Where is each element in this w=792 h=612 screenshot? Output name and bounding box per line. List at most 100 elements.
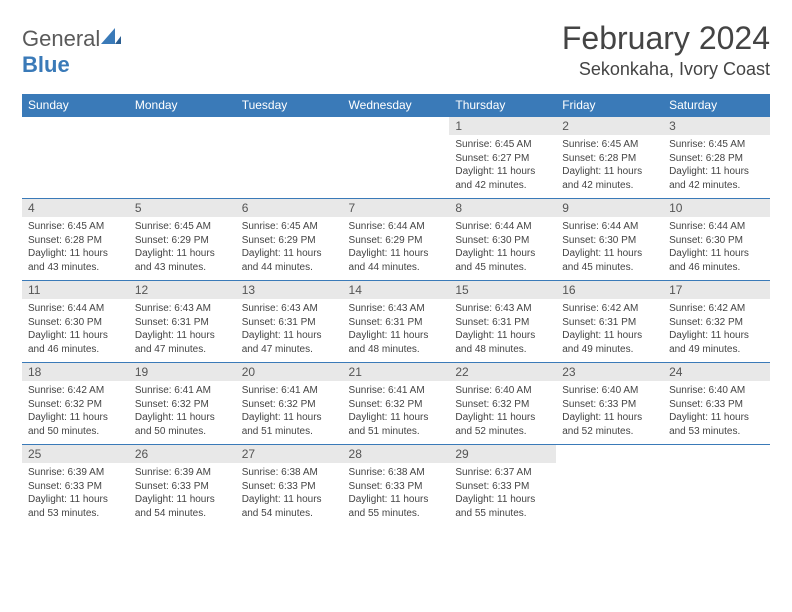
- col-header: Monday: [129, 94, 236, 117]
- day-number: 15: [449, 281, 556, 299]
- calendar-cell: [129, 117, 236, 199]
- day-number: 22: [449, 363, 556, 381]
- day-body: Sunrise: 6:45 AMSunset: 6:28 PMDaylight:…: [663, 135, 770, 196]
- day-body: Sunrise: 6:44 AMSunset: 6:30 PMDaylight:…: [663, 217, 770, 278]
- day-number: 16: [556, 281, 663, 299]
- header: General Blue February 2024 Sekonkaha, Iv…: [22, 20, 770, 80]
- calendar-cell: [556, 445, 663, 527]
- day-number: 17: [663, 281, 770, 299]
- day-number: 18: [22, 363, 129, 381]
- calendar-cell: 7Sunrise: 6:44 AMSunset: 6:29 PMDaylight…: [343, 199, 450, 281]
- calendar-table: SundayMondayTuesdayWednesdayThursdayFrid…: [22, 94, 770, 527]
- logo: General Blue: [22, 20, 121, 78]
- calendar-cell: 22Sunrise: 6:40 AMSunset: 6:32 PMDayligh…: [449, 363, 556, 445]
- day-number: 20: [236, 363, 343, 381]
- day-body: Sunrise: 6:45 AMSunset: 6:29 PMDaylight:…: [129, 217, 236, 278]
- calendar-week: 1Sunrise: 6:45 AMSunset: 6:27 PMDaylight…: [22, 117, 770, 199]
- day-number: 19: [129, 363, 236, 381]
- calendar-cell: 27Sunrise: 6:38 AMSunset: 6:33 PMDayligh…: [236, 445, 343, 527]
- month-title: February 2024: [562, 20, 770, 57]
- day-number: 6: [236, 199, 343, 217]
- day-body: Sunrise: 6:41 AMSunset: 6:32 PMDaylight:…: [343, 381, 450, 442]
- day-body: Sunrise: 6:38 AMSunset: 6:33 PMDaylight:…: [343, 463, 450, 524]
- calendar-head: SundayMondayTuesdayWednesdayThursdayFrid…: [22, 94, 770, 117]
- calendar-cell: 26Sunrise: 6:39 AMSunset: 6:33 PMDayligh…: [129, 445, 236, 527]
- calendar-cell: 10Sunrise: 6:44 AMSunset: 6:30 PMDayligh…: [663, 199, 770, 281]
- logo-sail-icon: [101, 26, 121, 44]
- calendar-cell: 20Sunrise: 6:41 AMSunset: 6:32 PMDayligh…: [236, 363, 343, 445]
- calendar-cell: 6Sunrise: 6:45 AMSunset: 6:29 PMDaylight…: [236, 199, 343, 281]
- day-body: Sunrise: 6:38 AMSunset: 6:33 PMDaylight:…: [236, 463, 343, 524]
- location: Sekonkaha, Ivory Coast: [562, 59, 770, 80]
- calendar-cell: [663, 445, 770, 527]
- day-body: Sunrise: 6:45 AMSunset: 6:28 PMDaylight:…: [556, 135, 663, 196]
- calendar-body: 1Sunrise: 6:45 AMSunset: 6:27 PMDaylight…: [22, 117, 770, 527]
- col-header: Thursday: [449, 94, 556, 117]
- day-number: 21: [343, 363, 450, 381]
- day-number: 5: [129, 199, 236, 217]
- day-number: 9: [556, 199, 663, 217]
- day-body: Sunrise: 6:43 AMSunset: 6:31 PMDaylight:…: [236, 299, 343, 360]
- day-body: Sunrise: 6:40 AMSunset: 6:33 PMDaylight:…: [556, 381, 663, 442]
- calendar-cell: 21Sunrise: 6:41 AMSunset: 6:32 PMDayligh…: [343, 363, 450, 445]
- day-number: 11: [22, 281, 129, 299]
- calendar-cell: 5Sunrise: 6:45 AMSunset: 6:29 PMDaylight…: [129, 199, 236, 281]
- calendar-week: 11Sunrise: 6:44 AMSunset: 6:30 PMDayligh…: [22, 281, 770, 363]
- title-block: February 2024 Sekonkaha, Ivory Coast: [562, 20, 770, 80]
- day-number: 28: [343, 445, 450, 463]
- calendar-cell: 11Sunrise: 6:44 AMSunset: 6:30 PMDayligh…: [22, 281, 129, 363]
- col-header: Wednesday: [343, 94, 450, 117]
- day-body: Sunrise: 6:45 AMSunset: 6:28 PMDaylight:…: [22, 217, 129, 278]
- calendar-cell: 29Sunrise: 6:37 AMSunset: 6:33 PMDayligh…: [449, 445, 556, 527]
- day-body: Sunrise: 6:42 AMSunset: 6:32 PMDaylight:…: [22, 381, 129, 442]
- calendar-cell: [236, 117, 343, 199]
- calendar-cell: 24Sunrise: 6:40 AMSunset: 6:33 PMDayligh…: [663, 363, 770, 445]
- calendar-cell: 9Sunrise: 6:44 AMSunset: 6:30 PMDaylight…: [556, 199, 663, 281]
- calendar-cell: 13Sunrise: 6:43 AMSunset: 6:31 PMDayligh…: [236, 281, 343, 363]
- col-header: Friday: [556, 94, 663, 117]
- day-body: Sunrise: 6:43 AMSunset: 6:31 PMDaylight:…: [129, 299, 236, 360]
- calendar-cell: 19Sunrise: 6:41 AMSunset: 6:32 PMDayligh…: [129, 363, 236, 445]
- day-body: Sunrise: 6:44 AMSunset: 6:29 PMDaylight:…: [343, 217, 450, 278]
- calendar-cell: 4Sunrise: 6:45 AMSunset: 6:28 PMDaylight…: [22, 199, 129, 281]
- day-body: Sunrise: 6:42 AMSunset: 6:32 PMDaylight:…: [663, 299, 770, 360]
- day-number: 8: [449, 199, 556, 217]
- day-body: Sunrise: 6:39 AMSunset: 6:33 PMDaylight:…: [129, 463, 236, 524]
- day-number: 29: [449, 445, 556, 463]
- day-body: Sunrise: 6:39 AMSunset: 6:33 PMDaylight:…: [22, 463, 129, 524]
- calendar-cell: 8Sunrise: 6:44 AMSunset: 6:30 PMDaylight…: [449, 199, 556, 281]
- logo-text-general: General: [22, 26, 100, 51]
- day-number: 2: [556, 117, 663, 135]
- day-number: 10: [663, 199, 770, 217]
- day-body: Sunrise: 6:44 AMSunset: 6:30 PMDaylight:…: [556, 217, 663, 278]
- calendar-cell: 12Sunrise: 6:43 AMSunset: 6:31 PMDayligh…: [129, 281, 236, 363]
- day-body: Sunrise: 6:45 AMSunset: 6:27 PMDaylight:…: [449, 135, 556, 196]
- day-body: Sunrise: 6:44 AMSunset: 6:30 PMDaylight:…: [22, 299, 129, 360]
- logo-text-blue: Blue: [22, 52, 70, 77]
- calendar-cell: 3Sunrise: 6:45 AMSunset: 6:28 PMDaylight…: [663, 117, 770, 199]
- day-body: Sunrise: 6:44 AMSunset: 6:30 PMDaylight:…: [449, 217, 556, 278]
- calendar-cell: [343, 117, 450, 199]
- day-number: 27: [236, 445, 343, 463]
- calendar-week: 25Sunrise: 6:39 AMSunset: 6:33 PMDayligh…: [22, 445, 770, 527]
- calendar-cell: 25Sunrise: 6:39 AMSunset: 6:33 PMDayligh…: [22, 445, 129, 527]
- logo-text: General Blue: [22, 26, 121, 78]
- day-number: 12: [129, 281, 236, 299]
- calendar-cell: 1Sunrise: 6:45 AMSunset: 6:27 PMDaylight…: [449, 117, 556, 199]
- calendar-cell: 28Sunrise: 6:38 AMSunset: 6:33 PMDayligh…: [343, 445, 450, 527]
- calendar-cell: 14Sunrise: 6:43 AMSunset: 6:31 PMDayligh…: [343, 281, 450, 363]
- day-body: Sunrise: 6:41 AMSunset: 6:32 PMDaylight:…: [129, 381, 236, 442]
- col-header: Sunday: [22, 94, 129, 117]
- day-number: 13: [236, 281, 343, 299]
- day-number: 23: [556, 363, 663, 381]
- day-body: Sunrise: 6:37 AMSunset: 6:33 PMDaylight:…: [449, 463, 556, 524]
- col-header: Tuesday: [236, 94, 343, 117]
- calendar-cell: 18Sunrise: 6:42 AMSunset: 6:32 PMDayligh…: [22, 363, 129, 445]
- day-body: Sunrise: 6:45 AMSunset: 6:29 PMDaylight:…: [236, 217, 343, 278]
- day-number: 4: [22, 199, 129, 217]
- day-number: 25: [22, 445, 129, 463]
- calendar-week: 4Sunrise: 6:45 AMSunset: 6:28 PMDaylight…: [22, 199, 770, 281]
- day-number: 26: [129, 445, 236, 463]
- calendar-cell: 17Sunrise: 6:42 AMSunset: 6:32 PMDayligh…: [663, 281, 770, 363]
- day-body: Sunrise: 6:41 AMSunset: 6:32 PMDaylight:…: [236, 381, 343, 442]
